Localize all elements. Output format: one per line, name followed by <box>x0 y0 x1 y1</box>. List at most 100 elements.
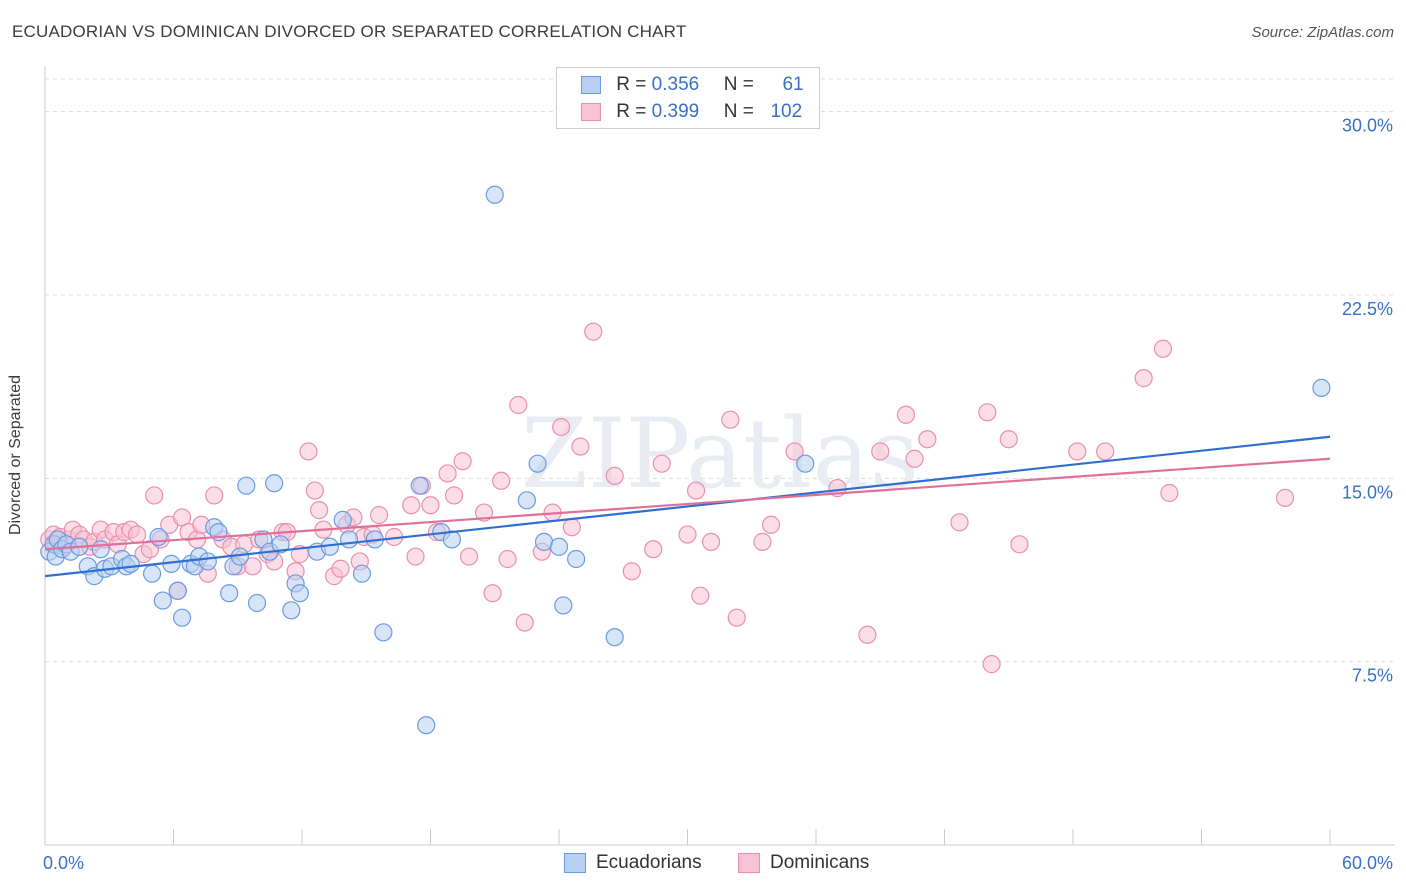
ecuadorian-point <box>340 530 359 549</box>
ecuadorian-point <box>605 628 624 647</box>
dominican-point <box>644 540 663 559</box>
dominican-point <box>243 557 262 576</box>
chart-title: ECUADORIAN VS DOMINICAN DIVORCED OR SEPA… <box>12 22 687 41</box>
dominican-point <box>584 322 603 341</box>
dominican-point <box>691 586 710 605</box>
dominican-point <box>785 442 804 461</box>
dominican-point <box>305 481 324 500</box>
dominican-point <box>753 532 772 551</box>
dominican-point <box>453 452 472 471</box>
dominican-point <box>1096 442 1115 461</box>
ecuadorian-point <box>1312 378 1331 397</box>
dominican-point <box>918 430 937 449</box>
dominican-point <box>498 549 517 569</box>
ecuadorian-point <box>142 564 162 583</box>
ecuadorian-point <box>271 535 290 554</box>
dominican-point <box>310 501 329 520</box>
legend-n-label: N = <box>723 101 754 122</box>
dominican-point <box>721 410 740 429</box>
ecuadorian-point <box>198 552 217 571</box>
ecuadorian-point <box>91 540 110 559</box>
x-tick-label: 60.0% <box>1342 853 1393 873</box>
dominican-point <box>701 532 721 551</box>
dominican-point <box>421 496 440 515</box>
dominican-point <box>127 525 147 544</box>
dominicans-swatch <box>581 102 601 121</box>
ecuadorian-point <box>237 476 256 495</box>
ecuadorian-point <box>796 454 815 473</box>
y-tick-label: 15.0% <box>1342 482 1393 502</box>
y-tick-label: 30.0% <box>1342 116 1393 136</box>
dominican-point <box>370 505 389 525</box>
trend-lines <box>44 435 1331 578</box>
dominican-point <box>858 625 877 644</box>
y-tick-label: 7.5% <box>1352 666 1393 686</box>
ecuadorian-point <box>517 491 536 510</box>
dominican-point <box>950 513 969 532</box>
dominican-point <box>1068 442 1087 461</box>
y-tick-label: 22.5% <box>1342 299 1393 319</box>
ecuadorian-point <box>149 527 168 547</box>
dominican-point <box>402 496 421 515</box>
dominican-point <box>905 449 924 468</box>
dominican-point <box>515 613 534 632</box>
dominican-point <box>459 547 479 566</box>
legend-row-dominicans: R = 0.399 N = 102 <box>581 101 802 125</box>
legend-r-label: R = <box>616 101 647 122</box>
dominican-point <box>622 562 641 581</box>
legend-row-ecuadorians: R = 0.356 N = 61 <box>581 74 804 98</box>
ecuadorian-point <box>374 623 393 642</box>
dominican-point <box>1010 535 1029 554</box>
ecuadorian-point <box>121 554 140 573</box>
tick-labels: 7.5% 15.0% 22.5% 30.0% 0.0% 60.0% <box>43 116 1393 873</box>
dominican-point <box>492 471 511 490</box>
ecuadorian-point <box>549 537 569 556</box>
dominican-point <box>1134 369 1153 388</box>
dominicans-legend-swatch <box>738 852 760 873</box>
dominican-point <box>438 464 457 483</box>
dominican-point <box>444 486 464 505</box>
legend-n-value: 61 <box>782 74 804 95</box>
dominican-point <box>678 525 697 544</box>
legend-label: Ecuadorians <box>596 852 702 873</box>
ecuadorian-point <box>220 584 239 603</box>
dominican-point <box>552 417 571 437</box>
dominican-point <box>474 503 494 522</box>
dominican-point <box>1160 483 1179 503</box>
ecuadorians-trend-line <box>44 435 1331 578</box>
dominican-point <box>562 518 581 537</box>
dominican-point <box>871 442 890 461</box>
legend-r-label: R = <box>616 74 647 95</box>
dominican-point <box>1153 339 1173 358</box>
legend-label: Dominicans <box>770 852 870 873</box>
ecuadorian-point <box>247 593 267 613</box>
x-tick-label: 0.0% <box>43 853 84 873</box>
ecuadorian-point <box>333 510 352 529</box>
ecuadorian-point <box>410 476 429 495</box>
source-note: Source: ZipAtlas.com <box>1251 24 1394 41</box>
ecuadorian-point <box>172 608 192 627</box>
dominican-point <box>978 403 997 422</box>
grid-lines <box>45 78 1395 663</box>
legend-item-ecuadorians: Ecuadorians <box>564 852 702 874</box>
ecuadorian-point <box>352 564 372 583</box>
dominican-point <box>299 442 318 461</box>
dominican-point <box>761 515 781 534</box>
dominican-point <box>331 559 350 578</box>
dominicans-trend-line <box>44 457 1331 551</box>
dominican-point <box>1275 488 1295 507</box>
legend-r-value: 0.356 <box>651 74 700 95</box>
legend-n-label: N = <box>723 74 754 95</box>
ecuadorian-point <box>168 581 187 600</box>
dominican-point <box>509 395 528 415</box>
legend-item-dominicans: Dominicans <box>738 852 869 874</box>
dominican-point <box>652 454 671 473</box>
dominican-point <box>205 486 224 505</box>
dominican-point <box>727 608 746 627</box>
ecuadorian-point <box>567 549 586 569</box>
ecuadorian-point <box>485 185 504 204</box>
ecuadorian-point <box>534 532 554 551</box>
ecuadorian-point <box>528 454 547 473</box>
dominican-point <box>999 430 1018 449</box>
